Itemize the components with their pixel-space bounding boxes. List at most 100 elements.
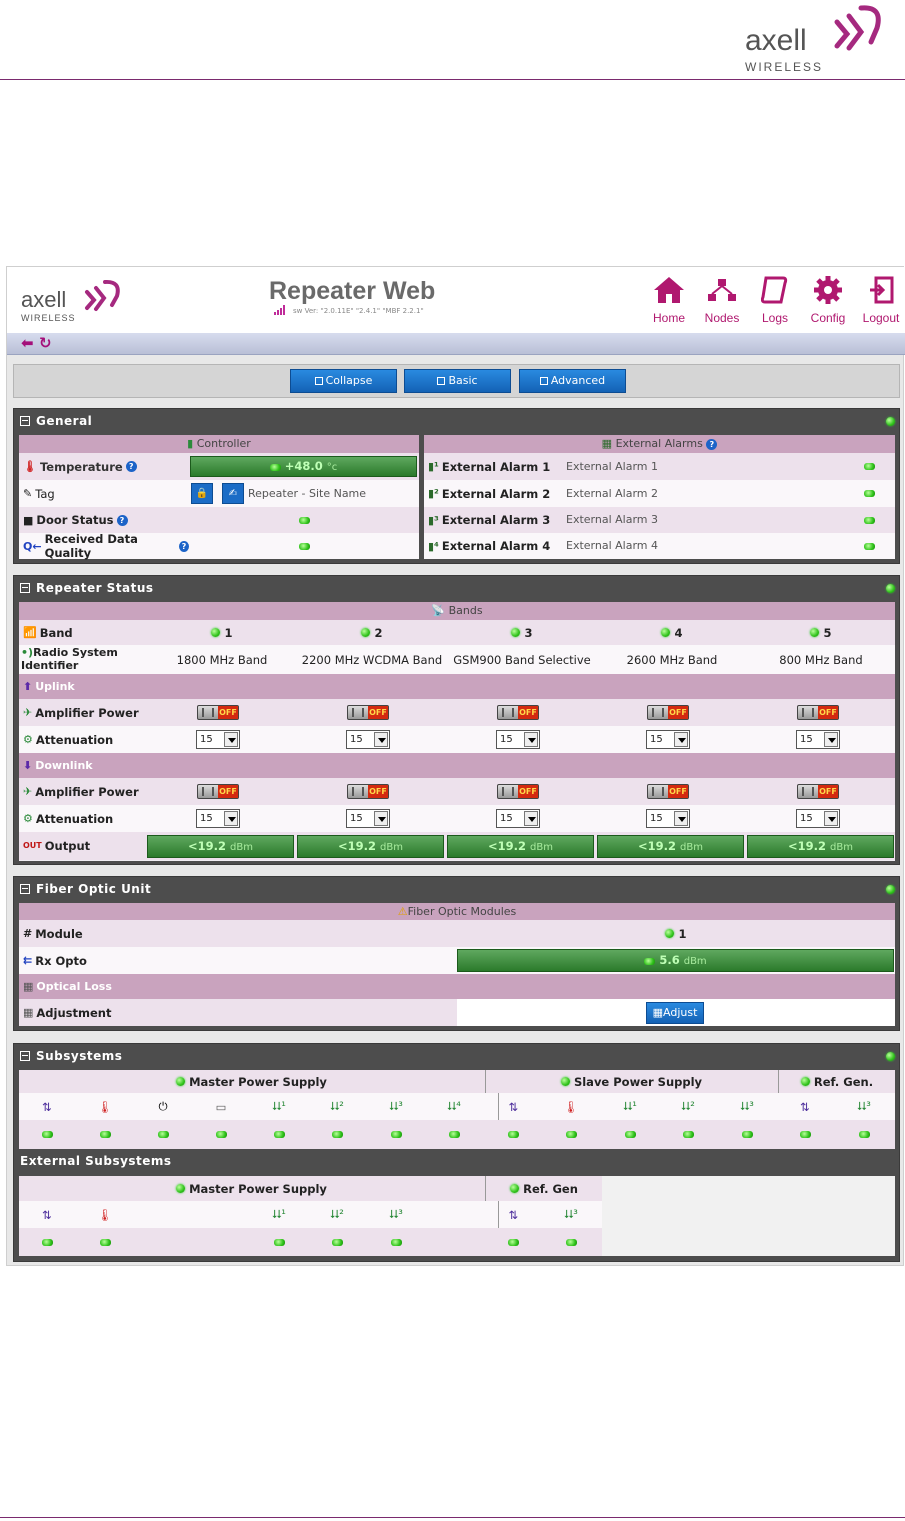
- amplifier-power-toggle[interactable]: OFF: [497, 784, 539, 799]
- amplifier-power-toggle[interactable]: OFF: [797, 705, 839, 720]
- antenna-icon: 📶: [23, 626, 37, 639]
- transfer-icon: ⇅: [498, 1201, 528, 1228]
- status-led: [682, 1131, 694, 1138]
- transfer-icon: ⇅: [42, 1207, 52, 1222]
- adjust-icon: ▦: [652, 1006, 663, 1019]
- status-led: [273, 1131, 285, 1138]
- alarm-icon: ▮⁴: [428, 539, 439, 553]
- power-1-icon: ⮇¹: [623, 1099, 637, 1113]
- attenuation-select[interactable]: 15: [796, 809, 840, 828]
- basic-button[interactable]: Basic: [404, 369, 511, 393]
- amplifier-power-toggle[interactable]: OFF: [347, 784, 389, 799]
- status-led: [886, 584, 895, 593]
- nav-config[interactable]: Config: [802, 273, 854, 325]
- power-3-icon: ⮇³: [389, 1207, 403, 1221]
- radio-icon: •): [21, 646, 34, 659]
- subsystems-header[interactable]: Subsystems: [14, 1044, 899, 1068]
- output-value: <19.2 dBm: [147, 835, 294, 858]
- band-led: [810, 628, 820, 637]
- external-subsystems-title: External Subsystems: [20, 1154, 172, 1168]
- nav-home[interactable]: Home: [643, 273, 695, 325]
- help-icon[interactable]: ?: [116, 514, 128, 526]
- nav-nodes[interactable]: Nodes: [696, 273, 748, 325]
- fiber-optic-unit-panel: Fiber Optic Unit ⚠Fiber Optic Modules # M…: [13, 876, 900, 1031]
- attenuation-select[interactable]: 15: [796, 730, 840, 749]
- status-led: [624, 1131, 636, 1138]
- adjust-button[interactable]: ▦Adjust: [646, 1002, 704, 1024]
- general-panel: General ▮ Controller 🌡 Temperature? +48.0…: [13, 408, 900, 564]
- amplifier-power-toggle[interactable]: OFF: [647, 784, 689, 799]
- general-header[interactable]: General: [14, 409, 899, 433]
- door-status-row: ■ Door Status?: [19, 507, 419, 533]
- thermometer-icon: 🌡: [97, 1207, 113, 1222]
- temperature-value: +48.0 °c: [190, 456, 417, 477]
- subsystems-header-row: Master Power Supply Slave Power Supply R…: [19, 1070, 895, 1093]
- subsystem-icons-row: ⇅ 🌡 ⏻ ▭ ⮇¹ ⮇² ⮇³ ⮇⁴ ⇅ 🌡 ⮇¹ ⮇² ⮇³ ⇅ ⮇³: [19, 1093, 895, 1120]
- rx-opto-icon: ⇇: [23, 954, 33, 967]
- advanced-button[interactable]: Advanced: [519, 369, 626, 393]
- status-led: [565, 1131, 577, 1138]
- downlink-amplifier-power-row: ✈ Amplifier Power OFF OFF OFF OFF OFF: [19, 778, 895, 805]
- nodes-icon: [708, 279, 736, 301]
- data-quality-led: [299, 542, 310, 550]
- door-icon: ■: [23, 513, 34, 527]
- subsystems-table: Master Power Supply Slave Power Supply R…: [19, 1070, 895, 1149]
- power-2-icon: ⮇²: [681, 1099, 695, 1113]
- status-led: [448, 1131, 460, 1138]
- amplifier-power-toggle[interactable]: OFF: [197, 705, 239, 720]
- status-led: [99, 1131, 111, 1138]
- secondary-toolbar: ⬅ ↻: [7, 333, 905, 355]
- help-icon[interactable]: ?: [125, 461, 137, 472]
- output-row: OUT Output <19.2 dBm <19.2 dBm <19.2 dBm …: [19, 832, 895, 860]
- amplifier-power-toggle[interactable]: OFF: [647, 705, 689, 720]
- subsystems-panel: Subsystems Master Power Supply Slave Pow…: [13, 1043, 900, 1262]
- uplink-amplifier-power-row: ✈ Amplifier Power OFF OFF OFF OFF OFF: [19, 699, 895, 726]
- power-2-icon: ⮇²: [330, 1207, 344, 1221]
- amplifier-power-toggle[interactable]: OFF: [797, 784, 839, 799]
- status-led: [390, 1238, 402, 1246]
- status-led: [799, 1131, 811, 1138]
- thermometer-icon: 🌡: [23, 460, 37, 473]
- signal-icon: [274, 305, 288, 315]
- attenuation-select[interactable]: 15: [346, 809, 390, 828]
- nav-logout[interactable]: Logout: [855, 273, 905, 325]
- view-mode-bar: Collapse Basic Advanced: [13, 364, 900, 398]
- thermometer-icon: 🌡: [97, 1099, 113, 1114]
- status-led: [741, 1131, 753, 1138]
- power-3-icon: ⮇³: [564, 1207, 578, 1221]
- gear-icon: [814, 276, 842, 304]
- status-led: [886, 417, 895, 426]
- back-arrow-icon[interactable]: ⬅: [21, 334, 34, 352]
- attenuation-select[interactable]: 15: [646, 730, 690, 749]
- attenuation-select[interactable]: 15: [496, 809, 540, 828]
- attenuation-select[interactable]: 15: [346, 730, 390, 749]
- refresh-icon[interactable]: ↻: [39, 334, 52, 352]
- power-4-icon: ⮇⁴: [447, 1099, 461, 1113]
- status-led: [157, 1131, 169, 1138]
- attenuation-select[interactable]: 15: [196, 809, 240, 828]
- amplifier-power-toggle[interactable]: OFF: [347, 705, 389, 720]
- repeater-status-header[interactable]: Repeater Status: [14, 576, 899, 600]
- fiber-optic-header[interactable]: Fiber Optic Unit: [14, 877, 899, 901]
- lock-button[interactable]: 🔒: [191, 483, 213, 504]
- attenuation-select[interactable]: 15: [196, 730, 240, 749]
- home-icon: [654, 277, 684, 303]
- status-led: [886, 1052, 895, 1061]
- app-topbar: axell WIRELESS Repeater Web sw Ver: "2.0…: [7, 267, 905, 333]
- help-icon[interactable]: ?: [706, 439, 718, 450]
- header-rule: [0, 79, 905, 80]
- edit-tag-button[interactable]: ✍: [222, 483, 244, 504]
- document-header: axell WIRELESS: [0, 0, 905, 82]
- collapse-button[interactable]: Collapse: [290, 369, 397, 393]
- attenuation-select[interactable]: 15: [496, 730, 540, 749]
- help-icon[interactable]: ?: [178, 540, 189, 552]
- attenuation-select[interactable]: 15: [646, 809, 690, 828]
- external-alarm-row: ▮² External Alarm 2 External Alarm 2: [424, 480, 895, 507]
- nav-logs[interactable]: Logs: [749, 273, 801, 325]
- downlink-attenuation-row: ⚙ Attenuation 15 15 15 15 15: [19, 805, 895, 832]
- power-3-icon: ⮇³: [857, 1099, 871, 1113]
- adjustment-icon: ▦: [23, 1006, 34, 1019]
- amplifier-power-toggle[interactable]: OFF: [497, 705, 539, 720]
- amplifier-power-toggle[interactable]: OFF: [197, 784, 239, 799]
- downlink-arrow-icon: ⬇: [23, 759, 33, 772]
